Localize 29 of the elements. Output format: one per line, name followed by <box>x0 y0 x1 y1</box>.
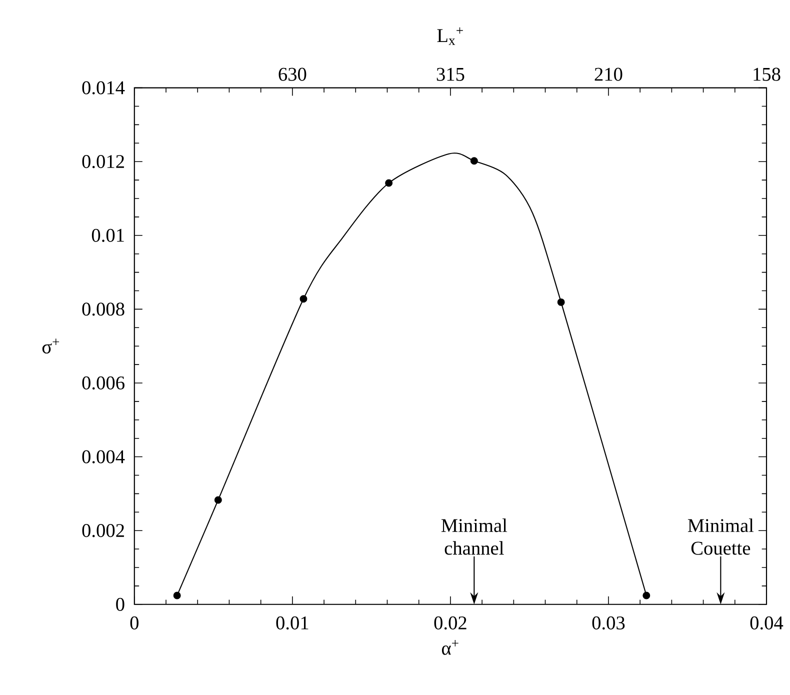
text: L$_{x}$+ <box>437 27 463 45</box>
point <box>470 157 478 165</box>
x-tick-label: 0.04 <box>750 616 784 630</box>
y-axis-title: σ$^{+}$ <box>42 338 60 354</box>
ref-line-label: Minimal Couette <box>688 518 754 555</box>
point <box>214 496 222 504</box>
point <box>557 298 565 306</box>
y-tick-label: 0 <box>116 598 124 611</box>
y-tick-label: 0.01 <box>92 228 124 242</box>
x-tick-label: 0 <box>130 616 138 630</box>
y-tick-label: 0.002 <box>82 524 124 538</box>
y-tick-label: 0.008 <box>82 302 124 316</box>
text: 315 <box>436 68 464 81</box>
x-tick-label: 0.01 <box>276 616 308 630</box>
text: 210 <box>594 68 622 81</box>
point <box>173 592 181 600</box>
point <box>642 592 650 600</box>
text: 630 <box>278 68 306 81</box>
point <box>385 179 393 187</box>
y-tick-label: 0.006 <box>82 376 124 390</box>
x-axis-title: α$^{+}$ <box>442 640 458 655</box>
text: 158 <box>754 68 780 81</box>
y-tick-label: 0.014 <box>82 81 125 94</box>
y-tick-label: 0.004 <box>82 450 125 464</box>
y-tick-label: 0.012 <box>82 155 124 168</box>
ref-line-label: Minimal channel <box>441 518 508 555</box>
x-tick-label: 0.03 <box>592 616 625 630</box>
x-tick-label: 0.02 <box>434 616 466 630</box>
point <box>300 295 308 303</box>
